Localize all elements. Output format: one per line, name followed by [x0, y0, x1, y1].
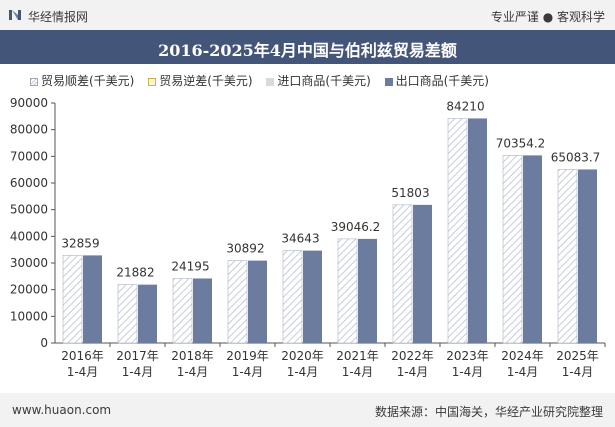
legend-swatch-deficit	[148, 77, 157, 86]
footer-bar: www.huaon.com 数据来源：中国海关，华经产业研究院整理	[0, 393, 615, 427]
data-label: 70354.2	[496, 136, 546, 150]
site-name: 华经情报网	[28, 10, 89, 24]
x-tick-label-period: 1-4月	[232, 365, 264, 379]
x-tick-label-year: 2022年	[391, 349, 434, 363]
x-tick-label-year: 2021年	[336, 349, 379, 363]
legend-item-deficit: 贸易逆差(千美元)	[148, 72, 253, 89]
title-bar: 2016-2025年4月中国与伯利兹贸易差额	[0, 30, 615, 64]
y-tick-label: 80000	[10, 123, 48, 137]
y-tick-label: 50000	[10, 203, 48, 217]
data-label: 51803	[391, 186, 429, 200]
x-tick-label-year: 2020年	[281, 349, 324, 363]
x-tick-label-year: 2019年	[226, 349, 269, 363]
bar-surplus	[62, 255, 83, 344]
x-tick-label-year: 2025年	[556, 349, 599, 363]
bar-exports	[193, 278, 212, 343]
legend-label-deficit: 贸易逆差(千美元)	[159, 74, 253, 88]
data-label: 39046.2	[331, 220, 381, 234]
bar-exports	[138, 284, 157, 343]
bar-exports	[83, 255, 102, 343]
x-tick-label-year: 2017年	[116, 349, 159, 363]
footer-website: www.huaon.com	[12, 403, 112, 417]
bar-exports	[358, 238, 377, 343]
x-tick-label-period: 1-4月	[177, 365, 209, 379]
y-tick-label: 20000	[10, 283, 48, 297]
data-label: 21882	[116, 266, 154, 280]
x-tick-label-year: 2016年	[61, 349, 104, 363]
chart-legend: 贸易顺差(千美元) 贸易逆差(千美元) 进口商品(千美元) 出口商品(千美元)	[30, 72, 499, 92]
data-label: 32859	[61, 236, 99, 250]
x-tick-label-period: 1-4月	[287, 365, 319, 379]
bar-exports	[248, 260, 267, 343]
chart-title: 2016-2025年4月中国与伯利兹贸易差额	[158, 41, 457, 60]
bar-exports	[523, 155, 542, 343]
data-label: 84210	[446, 99, 484, 113]
bars	[62, 118, 597, 344]
x-tick-label-period: 1-4月	[122, 365, 154, 379]
bar-surplus	[282, 250, 303, 344]
y-tick-label: 10000	[10, 309, 48, 323]
legend-label-surplus: 贸易顺差(千美元)	[41, 74, 135, 88]
bar-surplus	[117, 284, 138, 344]
bar-surplus	[502, 155, 523, 344]
bar-exports	[468, 118, 487, 343]
x-tick-label-period: 1-4月	[507, 365, 539, 379]
legend-label-imports: 进口商品(千美元)	[277, 74, 371, 88]
y-tick-label: 90000	[10, 96, 48, 110]
bar-surplus	[557, 169, 578, 344]
data-label: 30892	[226, 242, 264, 256]
top-bar: 华经情报网 专业严谨 ● 客观科学	[0, 0, 615, 30]
bar-surplus	[227, 260, 248, 344]
legend-swatch-surplus	[30, 77, 38, 86]
bar-surplus	[392, 204, 413, 344]
legend-swatch-imports	[266, 77, 275, 86]
bar-exports	[303, 250, 322, 343]
x-tick-label-year: 2024年	[501, 349, 544, 363]
x-tick-label-year: 2023年	[446, 349, 489, 363]
y-tick-label: 40000	[10, 229, 48, 243]
labels: 32859 2016年 1-4月 21882 2017年 1-4月 24195 2018年 1-…	[61, 99, 600, 379]
bar-surplus	[172, 278, 193, 344]
slogan: 专业严谨 ● 客观科学	[490, 10, 605, 24]
data-label: 34643	[281, 232, 319, 246]
x-tick-label-period: 1-4月	[397, 365, 429, 379]
bar-surplus	[337, 238, 358, 344]
huajing-logo-icon	[9, 10, 21, 20]
legend-label-exports: 出口商品(千美元)	[395, 74, 489, 88]
x-tick-label-period: 1-4月	[342, 365, 374, 379]
bar-surplus	[447, 118, 468, 344]
x-tick-label-period: 1-4月	[562, 365, 594, 379]
x-tick-label-period: 1-4月	[452, 365, 484, 379]
legend-item-imports: 进口商品(千美元)	[266, 72, 371, 89]
y-tick-label: 0	[40, 336, 48, 350]
y-tick-label: 60000	[10, 176, 48, 190]
y-tick-label: 30000	[10, 256, 48, 270]
y-tick-label: 70000	[10, 149, 48, 163]
footer-source: 数据来源：中国海关，华经产业研究院整理	[374, 405, 603, 419]
data-label: 24195	[171, 259, 209, 273]
bar-exports	[578, 169, 597, 343]
data-label: 65083.7	[551, 150, 601, 164]
legend-item-surplus: 贸易顺差(千美元)	[30, 72, 134, 89]
bar-exports	[413, 204, 432, 343]
legend-item-exports: 出口商品(千美元)	[384, 72, 489, 89]
x-tick-label-period: 1-4月	[67, 365, 99, 379]
legend-swatch-exports	[384, 77, 393, 86]
x-tick-label-year: 2018年	[171, 349, 214, 363]
